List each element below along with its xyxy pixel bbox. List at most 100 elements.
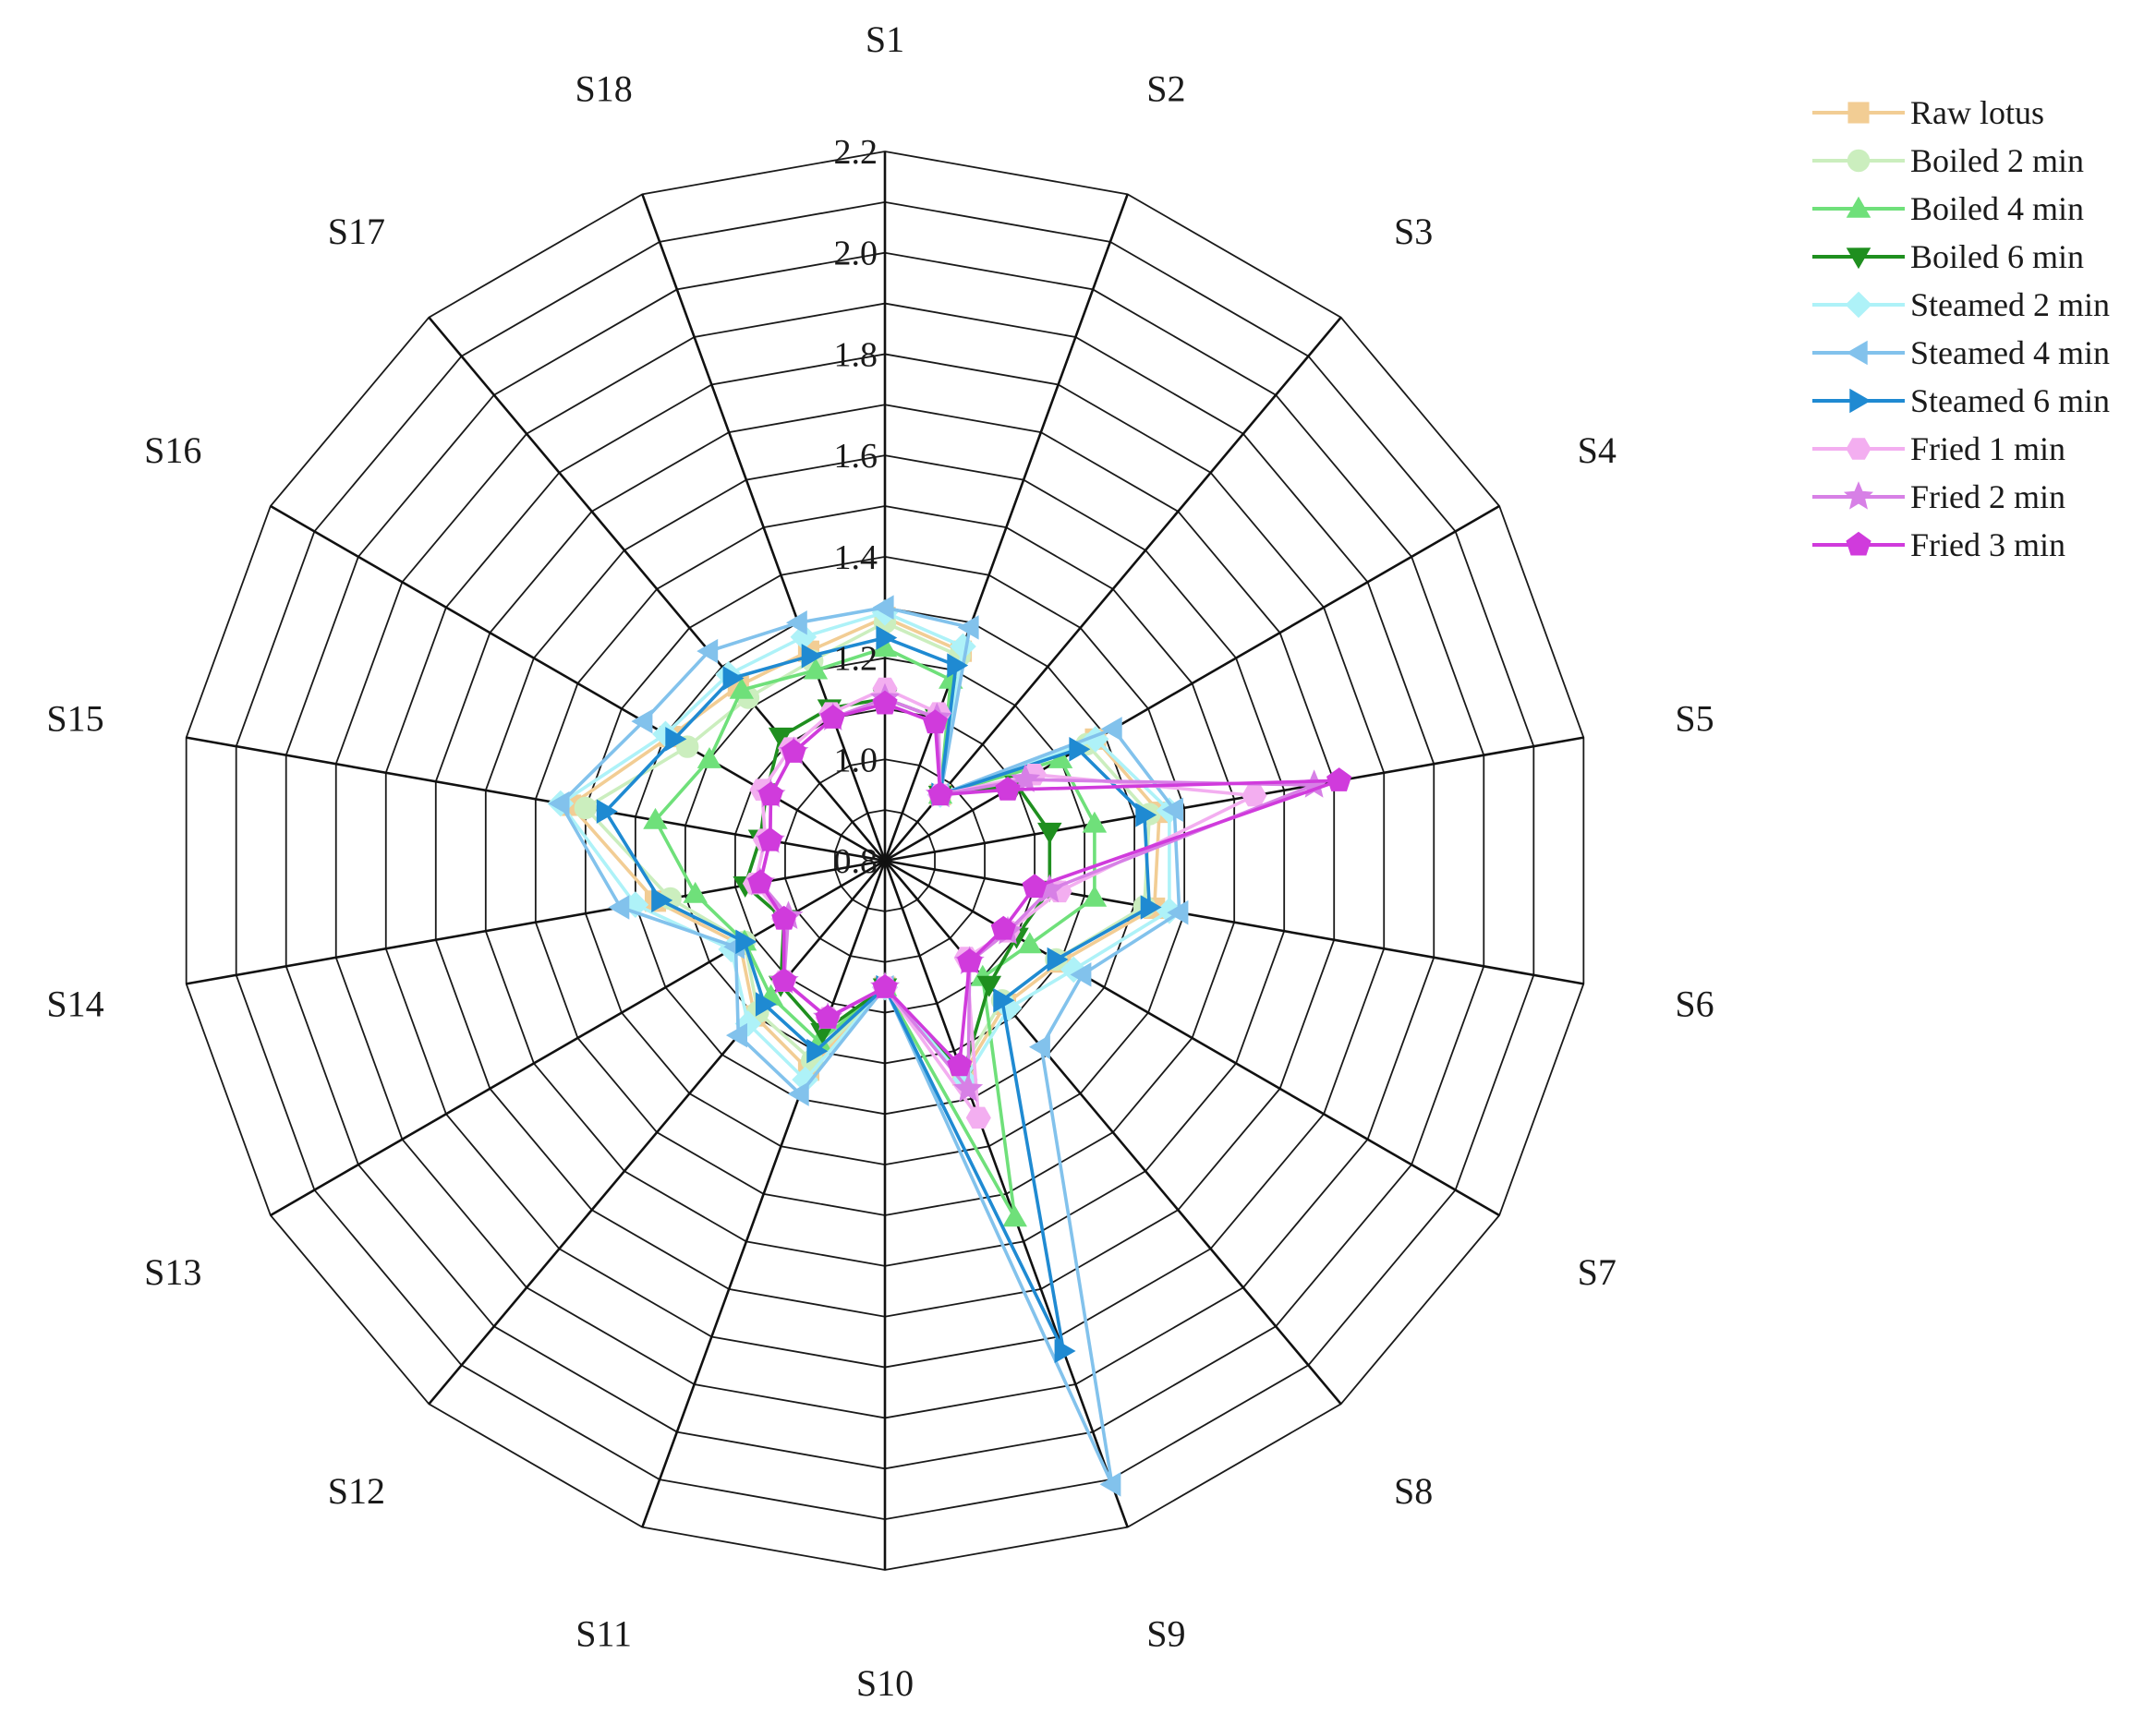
axis-label-s12: S12: [328, 1470, 385, 1512]
data-point-steamed-6-min-s8: [993, 988, 1015, 1013]
data-point-steamed-6-min-s17: [722, 666, 745, 691]
data-point-fried-3-min-s17: [781, 739, 806, 763]
axis-label-s7: S7: [1578, 1251, 1617, 1293]
data-point-fried-3-min-s14: [747, 869, 773, 894]
axis-label-s8: S8: [1394, 1470, 1433, 1512]
tick-label: 1.0: [834, 741, 878, 779]
legend-label-steamed-6-min: Steamed 6 min: [1910, 382, 2110, 419]
legend-label-steamed-4-min: Steamed 4 min: [1910, 334, 2110, 371]
axis-spoke-s6: [884, 859, 1584, 985]
data-point-steamed-6-min-s13: [735, 929, 757, 955]
tick-label: 1.6: [834, 437, 878, 476]
axis-label-s16: S16: [144, 429, 201, 471]
data-point-steamed-6-min-s18: [801, 644, 823, 669]
tick-labels: 0.8 1.0 1.2 1.4 1.6 1.8 2.0 2.2: [834, 133, 878, 881]
legend: Raw lotus Boiled 2 min Boiled 4 min Boiled …: [1812, 94, 2110, 563]
data-point-fried-3-min-s4: [995, 776, 1021, 801]
axis-spoke-s9: [883, 860, 1129, 1528]
axis-spoke-s7: [884, 859, 1500, 1217]
axis-spoke-s12: [428, 860, 886, 1406]
legend-label-raw-lotus: Raw lotus: [1910, 94, 2044, 131]
data-point-steamed-6-min-s5: [1135, 803, 1157, 827]
data-point-steamed-4-min-s15: [548, 791, 570, 816]
legend-item-fried-2-min: Fried 2 min: [1812, 478, 2065, 515]
axis-label-s4: S4: [1578, 429, 1617, 471]
data-point-fried-3-min-s15: [757, 827, 783, 851]
data-point-fried-3-min-s6: [1022, 874, 1048, 899]
data-point-fried-1-min-s9: [965, 1106, 991, 1129]
axis-labels: S1 S2 S3 S4 S5 S6 S7 S8 S9 S10 S11 S12 S13 S14 S15 S16 S…: [46, 18, 1714, 1704]
axis-label-s1: S1: [866, 18, 904, 60]
legend-item-boiled-2-min: Boiled 2 min: [1812, 142, 2084, 179]
data-point-fried-3-min-s13: [771, 905, 797, 930]
axis-spoke-s5: [884, 736, 1584, 863]
tick-label: 1.4: [834, 538, 878, 577]
axis-label-s13: S13: [144, 1251, 201, 1293]
data-point-steamed-6-min-s1: [876, 625, 898, 650]
data-point-steamed-6-min-s6: [1140, 895, 1162, 920]
legend-item-steamed-2-min: Steamed 2 min: [1812, 286, 2110, 323]
data-point-steamed-4-min-s11: [787, 1081, 809, 1106]
data-point-steamed-4-min-s8: [1029, 1034, 1050, 1059]
axis-label-s10: S10: [856, 1662, 914, 1704]
data-point-steamed-4-min-s12: [725, 1022, 747, 1048]
data-point-boiled-4-min-s9: [1002, 1205, 1027, 1227]
legend-marker-boiled-2-min: [1847, 149, 1871, 173]
data-point-fried-3-min-s11: [815, 1004, 841, 1029]
legend-marker-steamed-6-min: [1849, 388, 1871, 414]
legend-marker-boiled-6-min: [1846, 247, 1871, 270]
data-point-boiled-4-min-s18: [803, 658, 829, 680]
legend-marker-raw-lotus: [1847, 102, 1870, 124]
data-point-steamed-4-min-s7: [1070, 962, 1092, 987]
data-point-steamed-6-min-s7: [1047, 947, 1069, 972]
data-point-steamed-6-min-s14: [651, 887, 673, 913]
axis-label-s2: S2: [1146, 68, 1185, 110]
data-point-steamed-6-min-s16: [665, 727, 687, 752]
data-point-steamed-4-min-s17: [696, 638, 719, 664]
axis-spoke-s11: [641, 860, 887, 1528]
legend-marker-steamed-4-min: [1846, 340, 1868, 366]
legend-marker-fried-2-min: [1843, 481, 1874, 510]
data-point-steamed-4-min-s18: [785, 610, 807, 635]
axis-label-s17: S17: [328, 211, 385, 252]
tick-label: 1.8: [834, 335, 878, 374]
legend-marker-fried-1-min: [1846, 438, 1871, 460]
axis-spoke-s2: [883, 193, 1129, 862]
axis-spoke-s3: [884, 316, 1342, 862]
data-point-fried-3-min-s12: [771, 967, 797, 992]
axis-label-s14: S14: [46, 984, 103, 1025]
legend-marker-fried-3-min: [1846, 531, 1871, 556]
series-line-steamed-4-min: [558, 605, 1181, 1487]
axis-label-s18: S18: [575, 68, 632, 110]
data-point-boiled-4-min-s14: [683, 881, 708, 903]
legend-item-steamed-6-min: Steamed 6 min: [1812, 382, 2110, 419]
data-point-steamed-4-min-s4: [1100, 717, 1122, 742]
axis-label-s6: S6: [1675, 984, 1714, 1025]
legend-label-boiled-2-min: Boiled 2 min: [1910, 142, 2084, 179]
legend-label-fried-2-min: Fried 2 min: [1910, 478, 2065, 515]
legend-item-steamed-4-min: Steamed 4 min: [1812, 334, 2110, 371]
axis-label-s5: S5: [1675, 697, 1714, 739]
legend-item-raw-lotus: Raw lotus: [1812, 94, 2044, 131]
axis-spoke-s17: [428, 316, 886, 862]
data-point-fried-3-min-s18: [820, 705, 846, 729]
legend-label-boiled-6-min: Boiled 6 min: [1910, 238, 2084, 275]
data-point-steamed-6-min-s11: [806, 1038, 829, 1064]
data-point-steamed-4-min-s9: [1099, 1472, 1121, 1497]
legend-item-fried-1-min: Fried 1 min: [1812, 430, 2065, 467]
data-point-boiled-4-min-s7: [1017, 932, 1043, 954]
legend-item-fried-3-min: Fried 3 min: [1812, 526, 2065, 563]
data-point-boiled-4-min-s16: [696, 747, 722, 768]
data-point-fried-3-min-s5: [1326, 767, 1352, 791]
tick-label: 2.0: [834, 235, 878, 273]
legend-label-fried-1-min: Fried 1 min: [1910, 430, 2065, 467]
data-point-boiled-4-min-s5: [1082, 811, 1108, 833]
data-point-boiled-4-min-s15: [643, 807, 668, 829]
data-point-steamed-6-min-s4: [1069, 737, 1091, 762]
legend-label-steamed-2-min: Steamed 2 min: [1910, 286, 2110, 323]
legend-item-boiled-4-min: Boiled 4 min: [1812, 190, 2084, 227]
data-point-fried-3-min-s16: [757, 781, 784, 806]
series-fried-3-min: [747, 690, 1352, 1077]
data-point-fried-3-min-s3: [927, 781, 953, 806]
